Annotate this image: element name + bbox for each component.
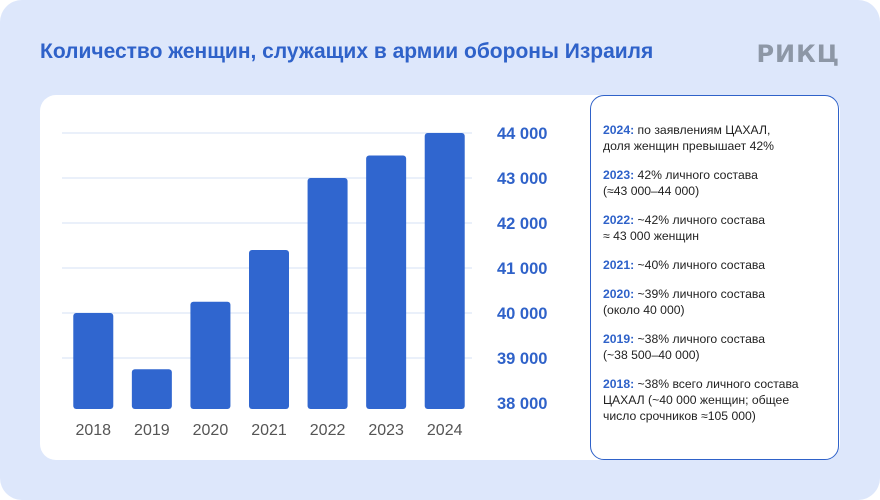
- note-item: 2024: по заявлениям ЦАХАЛ, доля женщин пр…: [603, 122, 828, 154]
- note-year: 2021:: [603, 258, 635, 272]
- note-line: 2023: 42% личного состава: [603, 168, 758, 182]
- note-item: 2023: 42% личного состава (≈43 000–44 000…: [603, 167, 828, 199]
- x-tick-label: 2024: [427, 422, 463, 439]
- note-line: 2019: ~38% личного состава: [603, 332, 766, 346]
- note-line: ЦАХАЛ (~40 000 женщин; общее: [603, 393, 790, 407]
- notes-panel: 2024: по заявлениям ЦАХАЛ, доля женщин пр…: [590, 95, 839, 460]
- note-line: ≈ 43 000 женщин: [603, 229, 699, 243]
- bar-2020: [190, 301, 231, 409]
- note-year: 2024:: [603, 123, 635, 137]
- brand-logo: РИКЦ: [756, 40, 840, 68]
- bar-2024: [424, 133, 465, 409]
- x-tick-label: 2021: [251, 422, 287, 439]
- y-tick-label: 41 000: [497, 260, 547, 278]
- x-tick-label: 2020: [193, 422, 229, 439]
- y-tick-label: 39 000: [497, 350, 547, 368]
- x-tick-label: 2023: [368, 422, 404, 439]
- note-item: 2018: ~38% всего личного состава ЦАХАЛ (~…: [603, 376, 828, 424]
- note-year: 2020:: [603, 287, 635, 301]
- y-tick-label: 42 000: [497, 215, 547, 233]
- y-tick-label: 38 000: [497, 395, 547, 413]
- note-line: 2024: по заявлениям ЦАХАЛ,: [603, 123, 771, 137]
- note-line: (~38 500–40 000): [603, 348, 700, 362]
- bar-chart: 38 000 39 000 40 000 41 000 42 000 43 000 44 0…: [62, 125, 547, 439]
- y-tick-label: 43 000: [497, 170, 547, 188]
- note-item: 2020: ~39% личного состава (около 40 000): [603, 286, 828, 318]
- note-item: 2022: ~42% личного состава ≈ 43 000 женщи…: [603, 212, 828, 244]
- note-item: 2019: ~38% личного состава (~38 500–40 00…: [603, 331, 828, 363]
- bar-2022: [307, 178, 348, 409]
- x-tick-label: 2019: [134, 422, 170, 439]
- note-year: 2022:: [603, 213, 635, 227]
- note-line: число срочников ≈105 000): [603, 409, 756, 423]
- bar-2019: [131, 369, 172, 409]
- note-line: 2018: ~38% всего личного состава: [603, 377, 799, 391]
- y-tick-label: 40 000: [497, 305, 547, 323]
- bar-2021: [249, 250, 289, 409]
- x-tick-label: 2018: [75, 422, 111, 439]
- note-item: 2021: ~40% личного состава: [603, 257, 828, 273]
- note-line: (≈43 000–44 000): [603, 184, 700, 198]
- page-title: Количество женщин, служащих в армии обор…: [40, 40, 654, 63]
- note-line: 2022: ~42% личного состава: [603, 213, 766, 227]
- note-year: 2018:: [603, 377, 635, 391]
- note-year: 2019:: [603, 332, 635, 346]
- bar-2018: [73, 313, 114, 409]
- note-line: доля женщин превышает 42%: [603, 139, 775, 153]
- bar-2023: [366, 155, 407, 409]
- y-tick-label: 44 000: [497, 125, 547, 143]
- note-line: 2020: ~39% личного состава: [603, 287, 766, 301]
- x-tick-label: 2022: [310, 422, 346, 439]
- note-line: 2021: ~40% личного состава: [603, 258, 766, 272]
- note-line: (около 40 000): [603, 303, 685, 317]
- note-year: 2023:: [603, 168, 635, 182]
